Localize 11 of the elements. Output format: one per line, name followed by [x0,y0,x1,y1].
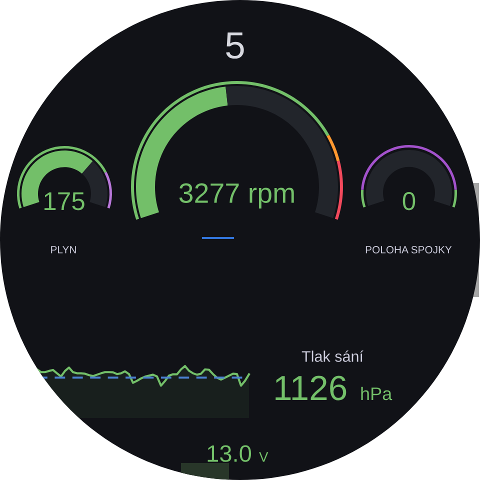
text: PLYN [51,246,76,254]
text: POLOHA SPOJKY [366,246,452,254]
text: V [259,452,268,462]
text: 13.0 [208,445,252,462]
text: 175 [44,192,84,210]
text: 1126 [276,376,346,400]
text: 5 [226,32,244,59]
text: Tlak sání [302,350,364,362]
text: 3277 rpm [179,183,294,208]
text: 0 [402,192,416,210]
text: hPa [361,386,392,400]
